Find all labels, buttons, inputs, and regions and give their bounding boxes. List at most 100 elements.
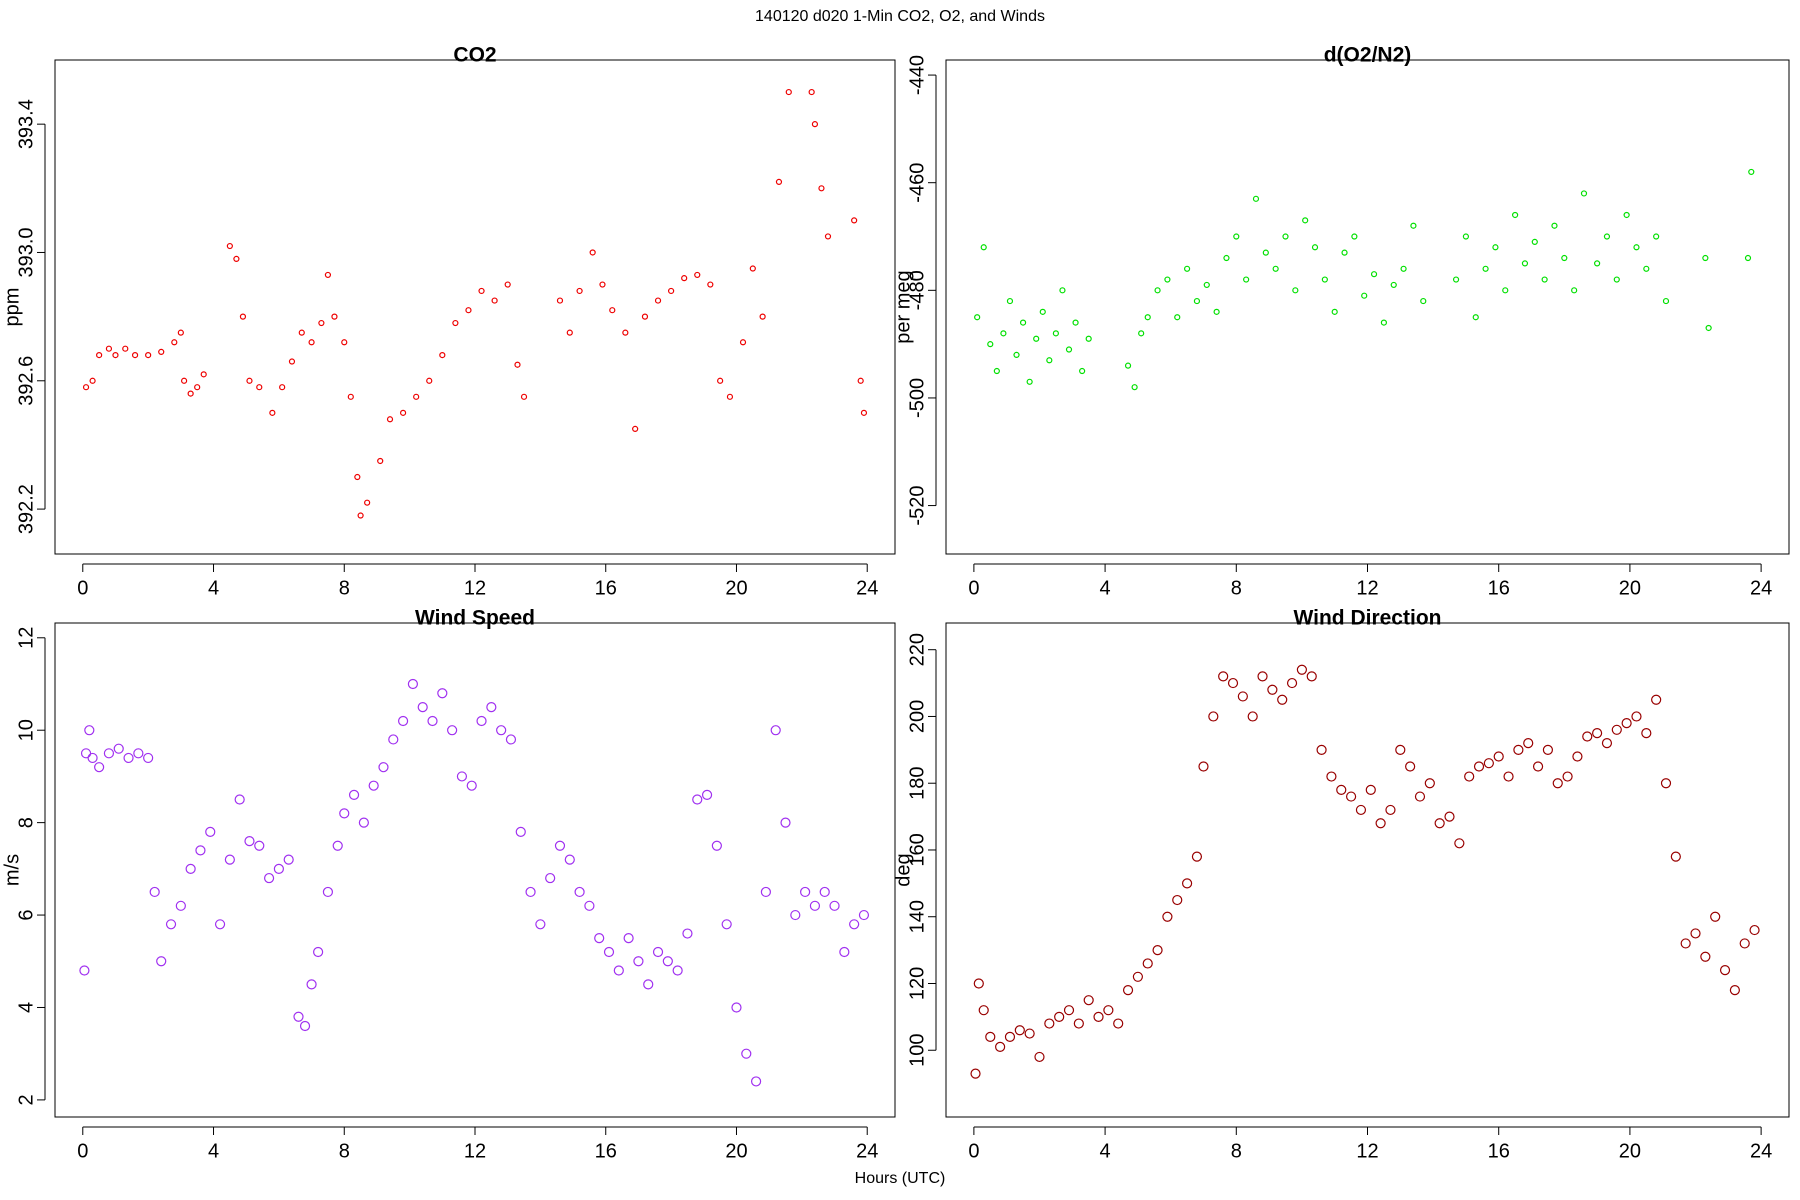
point (377, 457, 384, 465)
point (1454, 838, 1465, 849)
point (759, 313, 766, 320)
point (993, 367, 1000, 375)
point (603, 946, 615, 958)
point (566, 329, 573, 336)
x-tick-label: 20 (725, 1140, 747, 1162)
point (239, 313, 247, 320)
x-tick-label: 0 (968, 1140, 979, 1162)
point (1103, 1005, 1114, 1016)
x-tick-label: 8 (339, 1140, 350, 1162)
point (427, 715, 438, 727)
point (780, 817, 791, 828)
point (322, 886, 334, 898)
point (1292, 287, 1299, 294)
plot-frame (54, 59, 896, 555)
point (1059, 287, 1066, 294)
point (279, 384, 286, 391)
point (105, 345, 113, 352)
point (1326, 771, 1337, 782)
point (1124, 362, 1132, 369)
point (860, 409, 868, 416)
point (1026, 378, 1033, 385)
point (318, 319, 325, 327)
point (1341, 249, 1348, 256)
x-tick-label: 24 (856, 1140, 878, 1162)
point (1611, 724, 1622, 735)
point (1138, 330, 1145, 337)
point (113, 743, 124, 754)
point (800, 886, 811, 898)
point (1024, 1028, 1035, 1039)
x-tick-label: 24 (1750, 577, 1772, 599)
x-tick-label: 16 (1488, 577, 1510, 599)
point (1302, 217, 1309, 224)
point (1571, 287, 1578, 294)
point (1390, 281, 1397, 289)
point (1582, 731, 1593, 742)
point (1006, 297, 1014, 305)
point (205, 826, 216, 837)
point (96, 352, 103, 359)
point (633, 956, 644, 967)
x-tick-label: 16 (1488, 1140, 1510, 1162)
point (1052, 330, 1059, 337)
y-tick-label: 180 (906, 767, 928, 800)
point (749, 265, 756, 272)
point (122, 345, 129, 352)
point (1144, 314, 1151, 321)
point (1592, 728, 1603, 739)
point (1267, 684, 1278, 695)
point (143, 752, 154, 764)
point (175, 900, 186, 911)
point (171, 339, 178, 346)
point (79, 965, 90, 976)
y-tick-label: 6 (15, 909, 37, 920)
point (1072, 319, 1079, 326)
point (1237, 691, 1248, 702)
point (1651, 694, 1662, 705)
point (491, 297, 498, 304)
point (82, 384, 90, 391)
point (112, 352, 119, 359)
point (654, 297, 662, 304)
point (978, 1005, 989, 1016)
point (1286, 677, 1298, 689)
point (1044, 1018, 1055, 1029)
y-axis-label: ppm (1, 288, 23, 327)
point (1710, 911, 1721, 922)
point (694, 271, 701, 279)
point (263, 872, 275, 884)
point (378, 762, 389, 773)
y-tick-label: 4 (15, 1002, 37, 1013)
point (514, 361, 521, 368)
point (1395, 744, 1406, 755)
y-tick-label: 220 (906, 633, 928, 666)
point (1321, 276, 1328, 283)
point (739, 339, 747, 346)
point (413, 393, 420, 400)
point (520, 393, 528, 400)
point (1482, 265, 1489, 272)
point (1641, 728, 1652, 739)
point (1345, 791, 1357, 802)
point (707, 281, 714, 288)
x-axis-label: Hours (UTC) (855, 1170, 946, 1187)
point (439, 352, 446, 359)
point (643, 979, 654, 990)
point (254, 840, 265, 851)
point (1705, 324, 1712, 332)
point (298, 329, 305, 336)
point (386, 416, 394, 423)
point (1680, 938, 1691, 949)
point (681, 275, 688, 282)
point (1361, 292, 1368, 299)
x-tick-label: 24 (856, 577, 878, 599)
point (1277, 694, 1288, 705)
point (1541, 276, 1548, 283)
point (1063, 1005, 1075, 1016)
point (224, 854, 235, 865)
point (1213, 308, 1220, 315)
point (731, 1002, 742, 1013)
y-axis-label: per meg (892, 270, 914, 343)
point (1208, 711, 1219, 722)
